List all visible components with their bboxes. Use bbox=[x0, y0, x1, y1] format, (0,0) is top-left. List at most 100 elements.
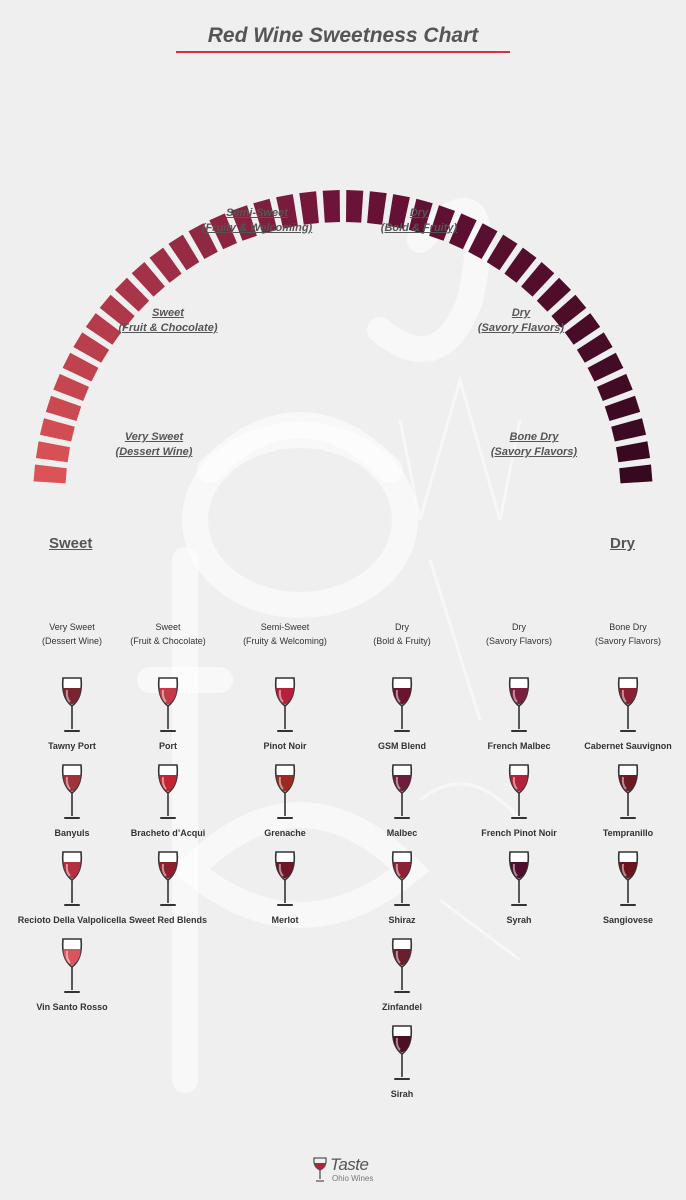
arc-label-subtitle: (Savory Flavors) bbox=[490, 446, 578, 458]
wine-name: French Pinot Noir bbox=[481, 828, 557, 838]
wine-item: Tawny Port bbox=[17, 676, 127, 752]
dry-end-label: Dry bbox=[610, 535, 636, 552]
wine-name: Port bbox=[159, 741, 177, 751]
column-header: Semi-Sweet (Fruity & Welcoming) bbox=[227, 620, 343, 648]
arc-segment bbox=[521, 262, 555, 297]
wine-item: Merlot bbox=[230, 850, 340, 926]
arc-label-subtitle: (Fruit & Chocolate) bbox=[118, 322, 218, 334]
arc-label-title: Dry bbox=[409, 207, 429, 219]
wine-name: Zinfandel bbox=[382, 1002, 422, 1012]
wine-name: Banyuls bbox=[54, 828, 90, 838]
wine-name: Grenache bbox=[264, 828, 306, 838]
arc-segment bbox=[168, 234, 200, 271]
wine-item: Cabernet Sauvignon bbox=[573, 676, 683, 752]
column-header-title: Dry bbox=[512, 622, 526, 632]
arc-segment bbox=[39, 418, 75, 442]
wine-item: Malbec bbox=[347, 763, 457, 839]
wine-name: Merlot bbox=[271, 915, 299, 925]
wine-glass-icon bbox=[157, 677, 179, 732]
wine-item: Tempranillo bbox=[573, 763, 683, 839]
arc-segment bbox=[564, 313, 601, 345]
wine-glass-icon bbox=[617, 677, 639, 732]
arc-label: Sweet (Fruit & Chocolate) bbox=[119, 306, 218, 336]
wine-item: French Malbec bbox=[464, 676, 574, 752]
wine-name: Malbec bbox=[386, 828, 418, 838]
column-header: Dry (Bold & Fruity) bbox=[344, 620, 460, 648]
wine-glass-icon bbox=[61, 938, 83, 993]
wine-name: French Malbec bbox=[487, 741, 551, 751]
wine-glass-logo-icon bbox=[313, 1157, 327, 1182]
column-header: Dry (Savory Flavors) bbox=[461, 620, 577, 648]
wine-item: Vin Santo Rosso bbox=[17, 937, 127, 1013]
arc-segment bbox=[388, 194, 410, 229]
wine-glass-icon bbox=[157, 764, 179, 819]
wine-name: GSM Blend bbox=[377, 741, 426, 751]
wine-item: Sirah bbox=[347, 1024, 457, 1100]
arc-segment bbox=[188, 223, 218, 259]
arc-segment bbox=[231, 205, 257, 241]
arc-label-title: Bone Dry bbox=[509, 431, 559, 443]
arc-segment bbox=[322, 190, 340, 223]
wine-item: Banyuls bbox=[17, 763, 127, 839]
arc-segment bbox=[115, 277, 150, 312]
arc-segment bbox=[62, 352, 99, 382]
arc-segment bbox=[576, 332, 613, 363]
title-underline bbox=[176, 51, 510, 53]
wine-glass-icon bbox=[508, 764, 530, 819]
wine-name: Sangiovese bbox=[602, 915, 654, 925]
arc-label: Dry (Savory Flavors) bbox=[478, 306, 564, 336]
sweetness-arc bbox=[33, 190, 653, 484]
wine-item: Recioto Della Valpolicella bbox=[17, 850, 127, 926]
wine-item: GSM Blend bbox=[347, 676, 457, 752]
column-header-title: Dry bbox=[395, 622, 409, 632]
wine-item: Port bbox=[113, 676, 223, 752]
arc-segment bbox=[149, 247, 182, 283]
wine-item: Syrah bbox=[464, 850, 574, 926]
column-header-title: Sweet bbox=[155, 622, 181, 632]
wine-item: Pinot Noir bbox=[230, 676, 340, 752]
arc-label-title: Dry bbox=[511, 307, 531, 319]
arc-label: Bone Dry (Savory Flavors) bbox=[491, 430, 577, 460]
wine-glass-icon bbox=[391, 677, 413, 732]
arc-segment bbox=[616, 441, 651, 463]
wine-glass-icon bbox=[274, 764, 296, 819]
wine-name: Tempranillo bbox=[602, 828, 654, 838]
column-header-subtitle: (Savory Flavors) bbox=[485, 636, 552, 646]
wine-name: Tawny Port bbox=[48, 741, 96, 751]
column-header-title: Semi-Sweet bbox=[260, 622, 310, 632]
wine-item: Shiraz bbox=[347, 850, 457, 926]
wine-glass-icon bbox=[61, 851, 83, 906]
logo-subtitle: Ohio Wines bbox=[332, 1174, 374, 1183]
wine-item: French Pinot Noir bbox=[464, 763, 574, 839]
sweet-end-label: Sweet bbox=[49, 535, 93, 552]
column-header-title: Very Sweet bbox=[49, 622, 95, 632]
wine-glass-icon bbox=[274, 677, 296, 732]
column-header-subtitle: (Savory Flavors) bbox=[594, 636, 661, 646]
wine-name: Sirah bbox=[390, 1089, 414, 1099]
wine-name: Recioto Della Valpolicella bbox=[17, 915, 127, 925]
column-header-subtitle: (Fruit & Chocolate) bbox=[130, 636, 206, 646]
wine-glass-icon bbox=[617, 851, 639, 906]
page-title: Red Wine Sweetness Chart bbox=[207, 24, 479, 47]
wine-glass-icon bbox=[391, 851, 413, 906]
arc-segment bbox=[131, 262, 165, 297]
arc-segment bbox=[486, 234, 518, 271]
arc-segment bbox=[253, 198, 278, 234]
arc-segment bbox=[611, 418, 647, 442]
arc-segment bbox=[209, 213, 237, 250]
arc-segment bbox=[35, 441, 70, 463]
arc-label-title: Semi-Sweet bbox=[226, 207, 288, 219]
wine-glass-icon bbox=[391, 938, 413, 993]
column-header-title: Bone Dry bbox=[609, 622, 647, 632]
arc-label: Semi-Sweet (Fruity & Welcoming) bbox=[202, 206, 312, 236]
arc-segment bbox=[604, 395, 641, 421]
arc-segment bbox=[597, 373, 633, 401]
arc-segment bbox=[449, 213, 477, 250]
arc-segment bbox=[99, 294, 135, 328]
arc-label-subtitle: (Fruity & Welcoming) bbox=[201, 222, 313, 234]
arc-segment bbox=[429, 205, 455, 241]
arc-segment bbox=[45, 395, 82, 421]
arc-label-subtitle: (Savory Flavors) bbox=[477, 322, 565, 334]
arc-segment bbox=[536, 277, 571, 312]
arc-segment bbox=[587, 352, 624, 382]
